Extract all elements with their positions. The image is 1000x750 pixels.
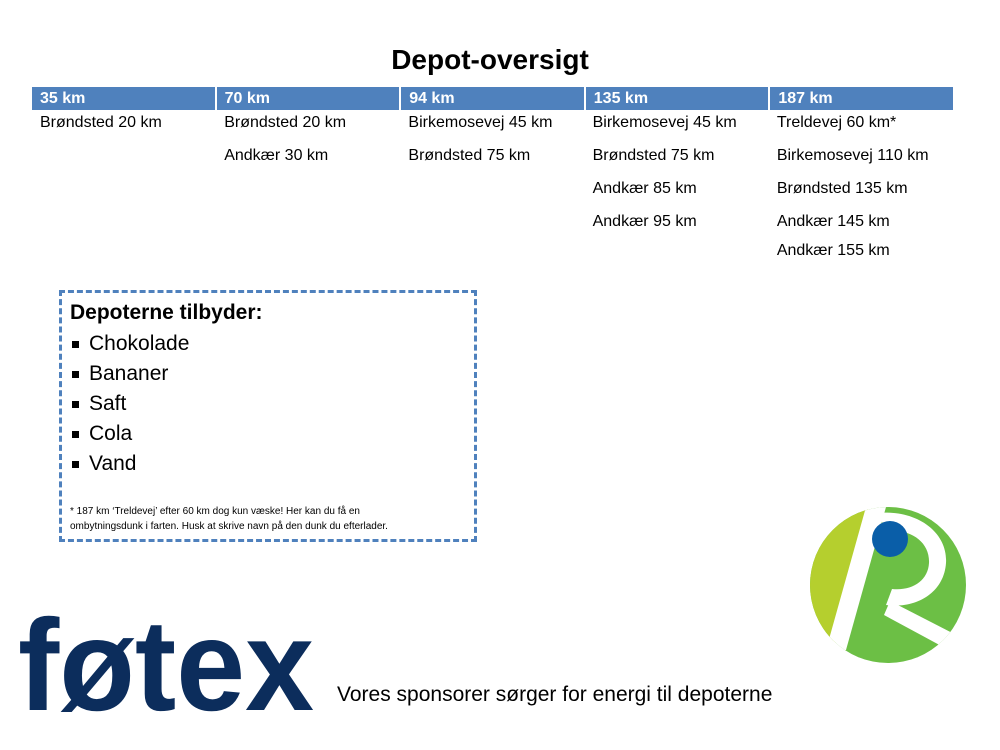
column-135-km: Birkemosevej 45 km Brøndsted 75 km Andkæ… [585, 110, 769, 271]
table-cell: Brøndsted 75 km [592, 147, 715, 164]
header-135-km: 135 km [585, 87, 771, 110]
table-cell: Andkær 155 km [776, 242, 890, 259]
column-70-km: Brøndsted 20 km Andkær 30 km [216, 110, 400, 271]
depot-table: 35 km 70 km 94 km 135 km 187 km Brøndste… [32, 87, 953, 271]
footnote-line: ombytningsdunk i farten. Husk at skrive … [70, 521, 388, 532]
list-item: Bananer [70, 359, 466, 389]
column-187-km: Treldevej 60 km* Birkemosevej 110 km Brø… [769, 110, 953, 271]
header-94-km: 94 km [401, 87, 586, 110]
offer-label: Vand [89, 452, 137, 475]
square-bullet-icon [72, 400, 79, 408]
square-bullet-icon [72, 460, 79, 468]
square-bullet-icon [72, 340, 79, 348]
offer-label: Saft [89, 392, 127, 415]
list-item: Chokolade [70, 329, 466, 359]
offers-box: Depoterne tilbyder: Chokolade Bananer Sa… [59, 290, 477, 542]
table-cell: Brøndsted 20 km [40, 114, 162, 131]
offers-heading: Depoterne tilbyder: [70, 301, 263, 324]
table-cell: Andkær 85 km [592, 180, 697, 197]
table-cell: Brøndsted 75 km [408, 147, 531, 164]
table-cell: Brøndsted 135 km [776, 180, 908, 197]
footnote-line: * 187 km ‘Treldevej’ efter 60 km dog kun… [70, 506, 360, 517]
table-cell: Birkemosevej 45 km [408, 114, 553, 131]
column-35-km: Brøndsted 20 km [32, 110, 216, 271]
column-94-km: Birkemosevej 45 km Brøndsted 75 km [400, 110, 584, 271]
sponsor-text: Vores sponsorer sørger for energi til de… [337, 683, 773, 706]
table-body: Brøndsted 20 km Brøndsted 20 km Andkær 3… [32, 110, 953, 271]
table-cell: Treldevej 60 km* [776, 114, 897, 131]
table-header-row: 35 km 70 km 94 km 135 km 187 km [32, 87, 953, 110]
list-item: Vand [70, 449, 466, 479]
list-item: Cola [70, 419, 466, 449]
offer-label: Chokolade [89, 332, 190, 355]
fotex-logo: føtex [18, 612, 314, 712]
table-cell: Brøndsted 20 km [224, 114, 347, 131]
fotex-logo-text: føtex [18, 612, 314, 712]
table-cell: Andkær 30 km [224, 147, 329, 164]
page-title: Depot-oversigt [391, 44, 589, 75]
offer-label: Cola [89, 422, 133, 445]
sponsor-r-logo-icon [810, 507, 966, 663]
footnote: * 187 km ‘Treldevej’ efter 60 km dog kun… [70, 504, 470, 534]
table-cell: Andkær 145 km [776, 213, 890, 230]
table-cell: Birkemosevej 110 km [776, 147, 929, 164]
table-cell: Andkær 95 km [592, 213, 697, 230]
square-bullet-icon [72, 370, 79, 378]
table-cell: Birkemosevej 45 km [592, 114, 737, 131]
offer-label: Bananer [89, 362, 169, 385]
offers-list: Chokolade Bananer Saft Cola Vand [70, 329, 466, 479]
header-70-km: 70 km [216, 87, 402, 110]
list-item: Saft [70, 389, 466, 419]
header-35-km: 35 km [32, 87, 217, 110]
square-bullet-icon [72, 430, 79, 438]
header-187-km: 187 km [770, 87, 953, 110]
